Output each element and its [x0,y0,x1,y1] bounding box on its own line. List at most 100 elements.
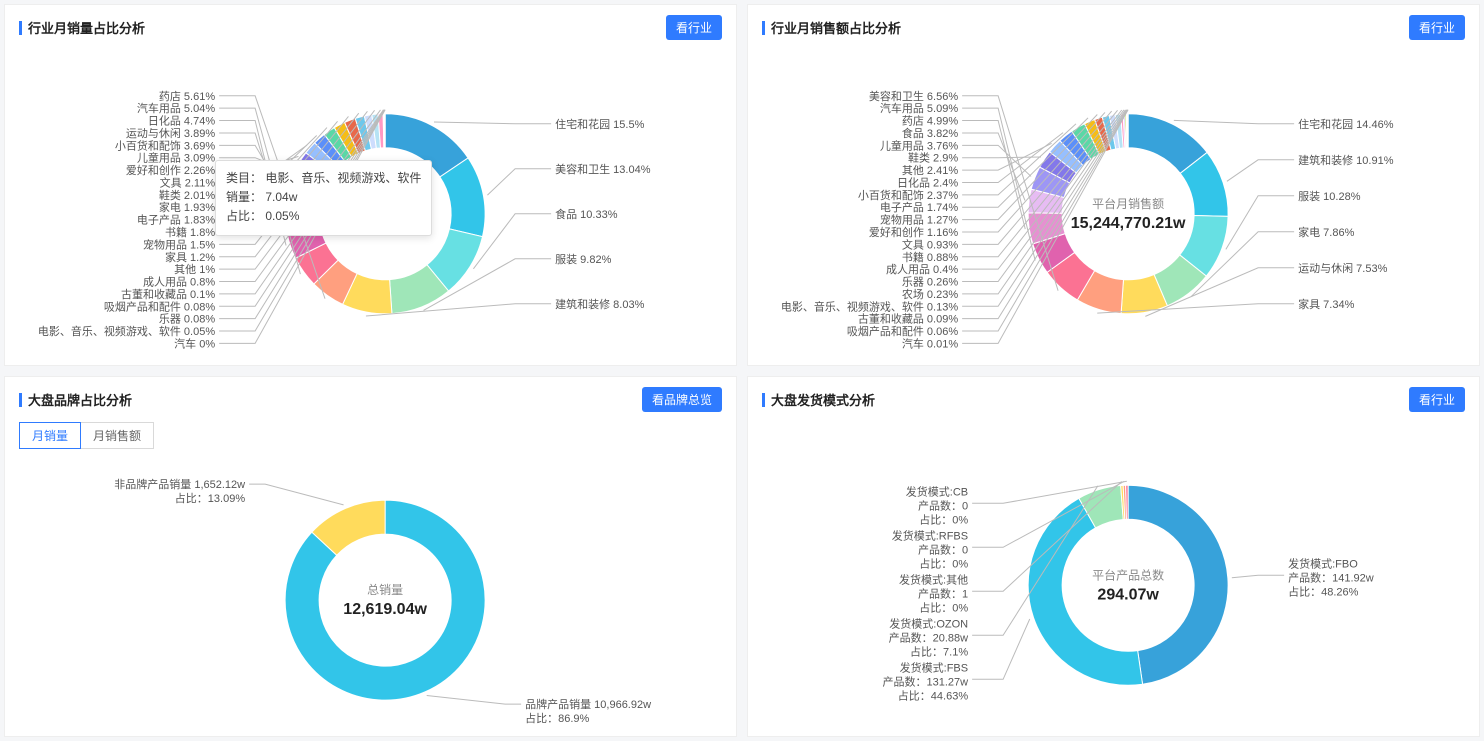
slice-label: 成人用品 0.8% [143,276,215,289]
slice-label: 非品牌产品销量 1,652.12w [114,477,245,491]
slice-label: 占比：0% [919,512,968,526]
slice-label: 鞋类 2.9% [908,151,958,165]
slice-label: 儿童用品 3.09% [137,151,215,165]
slice-label: 文具 2.11% [160,175,216,189]
center-value: 15,244,770.21w [1071,215,1186,232]
leader-line [962,145,1031,176]
slice-label: 占比：44.63% [898,688,969,702]
slice-label: 电子产品 1.83% [137,213,215,227]
leader-line [962,157,1041,158]
slice-label: 产品数：0 [918,542,968,556]
slice-label: 服装 9.82% [555,253,611,266]
slice-label: 服装 10.28% [1298,190,1361,203]
view-industry-button[interactable]: 看行业 [666,15,722,40]
center-label: 平台月销售额 [1092,196,1164,211]
slice-label: 成人用品 0.4% [886,263,958,276]
panel-title: 大盘品牌占比分析 [28,390,132,409]
slice-label: 乐器 0.26% [902,276,958,289]
donut-slice[interactable] [1126,485,1128,519]
view-brand-button[interactable]: 看品牌总览 [642,387,722,412]
slice-label: 美容和卫生 13.04% [555,162,651,176]
slice-label: 小百货和配饰 2.37% [858,188,958,202]
slice-label: 家具 7.34% [1298,297,1354,311]
slice-label: 住宅和花园 15.5% [555,117,644,131]
slice-label: 产品数：20.88w [889,630,969,644]
leader-line [972,619,1030,679]
slice-label: 汽车用品 5.04% [137,101,215,115]
slice-label: 占比：7.1% [910,644,968,658]
slice-label: 药店 4.99% [902,114,958,128]
slice-label: 鞋类 2.01% [159,188,215,202]
view-industry-button[interactable]: 看行业 [1409,387,1465,412]
slice-label: 建筑和装修 8.03% [555,297,644,311]
slice-label: 汽车用品 5.09% [880,101,958,115]
donut-sales-amount: 平台月销售额15,244,770.21w住宅和花园 14.46%建筑和装修 10… [748,50,1479,365]
slice-label: 发货模式:CB [906,484,968,498]
slice-label: 运动与休闲 7.53% [1298,261,1387,275]
panel-title: 行业月销量占比分析 [28,18,145,37]
tab-amount[interactable]: 月销售额 [81,422,154,449]
panel-title: 行业月销售额占比分析 [771,18,901,37]
panel-brand: 大盘品牌占比分析 看品牌总览 月销量月销售额 总销量 12,619.04w 品牌产品… [4,376,737,737]
title-accent [762,21,765,35]
slice-label: 食品 10.33% [555,207,618,221]
slice-label: 儿童用品 3.76% [880,138,958,152]
slice-label: 古董和收藏品 0.1% [121,287,215,301]
donut-sales-volume: 平台月销量12,619.04w住宅和花园 15.5%美容和卫生 13.04%食品… [5,50,736,365]
slice-label: 汽车 0.01% [902,336,958,350]
slice-label: 电子产品 1.74% [880,200,958,214]
slice-label: 发货模式:FBO [1288,556,1358,570]
tab-volume[interactable]: 月销量 [19,422,81,449]
title-accent [19,21,22,35]
slice-label: 产品数：131.27w [883,674,969,688]
center-value: 294.07w [1097,586,1159,603]
donut-slice[interactable] [1128,485,1228,684]
slice-label: 书籍 1.8% [165,225,215,239]
slice-label: 占比：0% [919,600,968,614]
center-label: 总销量 [367,583,403,597]
slice-label: 小百货和配饰 3.69% [115,138,215,152]
center-value: 12,619.04w [343,215,427,232]
brand-tabs: 月销量月销售额 [19,422,722,449]
slice-label: 占比：86.9% [525,711,589,725]
panel-sales-amount: 行业月销售额占比分析 看行业 平台月销售额15,244,770.21w住宅和花园… [747,4,1480,366]
slice-label: 吸烟产品和配件 0.08% [104,299,215,313]
leader-line [427,695,521,704]
slice-label: 家具 1.2% [165,250,215,264]
slice-label: 爱好和创作 1.16% [869,225,958,239]
title-accent [19,393,22,407]
slice-label: 发货模式:RFBS [892,528,968,542]
slice-label: 占比：48.26% [1288,584,1359,598]
slice-label: 产品数：1 [918,586,968,600]
slice-label: 发货模式:其他 [899,572,968,586]
slice-label: 其他 1% [174,263,215,276]
slice-label: 汽车 0% [174,336,215,350]
slice-label: 产品数：141.92w [1288,570,1374,584]
slice-label: 发货模式:OZON [889,616,968,630]
slice-label: 品牌产品销量 10,966.92w [525,697,651,711]
slice-label: 建筑和装修 10.91% [1298,153,1394,167]
slice-label: 产品数：0 [918,498,968,512]
panel-ship: 大盘发货模式分析 看行业 平台产品总数294.07w发货模式:FBO产品数：14… [747,376,1480,737]
donut-ship: 平台产品总数 294.07w 发货模式:FBO产品数：141.92w占比：48.26… [748,422,1479,736]
slice-label: 药店 5.61% [159,89,215,103]
leader-line [962,108,1035,260]
slice-label: 电影、音乐、视频游戏、软件 0.05% [38,324,215,338]
leader-line [1174,120,1294,123]
leader-line [1232,575,1284,577]
slice-label: 发货模式:FBS [900,660,968,674]
slice-label: 爱好和创作 2.26% [126,163,215,177]
center-value: 12,619.04w [343,601,427,618]
slice-label: 食品 3.82% [902,126,958,140]
center-label: 平台产品总数 [1092,567,1164,582]
title-accent [762,393,765,407]
panel-sales-volume: 行业月销量占比分析 看行业 平台月销量12,619.04w住宅和花园 15.5%… [4,4,737,366]
leader-line [434,122,551,124]
slice-label: 电影、音乐、视频游戏、软件 0.13% [781,299,958,313]
slice-label: 文具 0.93% [902,237,958,251]
view-industry-button[interactable]: 看行业 [1409,15,1465,40]
leader-line [249,484,343,505]
slice-label: 古董和收藏品 0.09% [858,312,958,326]
leader-line [1226,196,1294,250]
slice-label: 运动与休闲 3.89% [126,126,215,140]
